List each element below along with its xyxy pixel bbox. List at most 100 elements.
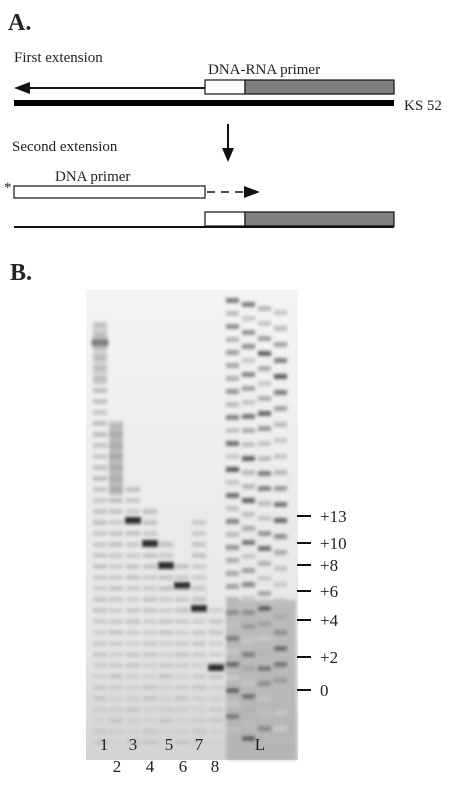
ladder-band [226,727,239,732]
gel-band [143,575,157,580]
ladder-band [258,351,271,356]
template-strand [14,100,394,106]
gel-band [109,575,123,580]
gel-band [192,685,206,690]
ladder-band [258,711,271,716]
gel-band [93,597,107,602]
gel-band [109,674,123,679]
gel-band [126,740,140,745]
gel-band [93,399,107,404]
gel-band [109,564,123,569]
gel-band [143,608,157,613]
ladder-band [258,666,271,671]
ladder-band [274,534,287,539]
gel-band [143,564,157,569]
caption: Second extension [12,139,118,155]
gel-band [159,553,173,558]
gel-band [175,564,189,569]
gel-band [159,696,173,701]
caption: DNA primer [55,169,130,185]
ladder-band [274,678,287,683]
ladder-band [242,736,255,741]
ladder-band [226,337,239,342]
gel-band [109,641,123,646]
ladder-band [274,710,287,715]
gel-band-strong [191,605,207,612]
ladder-band [258,696,271,701]
dna-primer-box [13,185,206,199]
ladder-band [226,688,239,693]
gel-band [93,696,107,701]
arrow-head [244,186,260,198]
ladder-band [242,596,255,601]
ladder-band [226,363,239,368]
gel [92,298,296,760]
marker-label: +6 [320,582,338,601]
gel-band [93,388,107,393]
ladder-band [258,501,271,506]
ladder-band [258,621,271,626]
gel-band [109,509,123,514]
caption: First extension [14,50,103,66]
ladder-band [242,554,255,559]
gel-band [175,663,189,668]
gel-band [175,608,189,613]
ladder-band [242,498,255,503]
dna-box [204,79,246,95]
ladder-band [226,454,239,459]
ladder-band [274,374,287,379]
lane-label: 2 [113,757,122,776]
gel-band [126,718,140,723]
gel-band [126,630,140,635]
ladder-band [258,381,271,386]
ladder-band [226,493,239,498]
ladder-band [242,358,255,363]
gel-band [143,586,157,591]
ladder-band [274,598,287,603]
gel-band [159,729,173,734]
gel-band [175,597,189,602]
ladder-band [226,441,239,446]
gel-band [126,729,140,734]
ladder-band [274,486,287,491]
ladder-band [226,376,239,381]
arrow-head [14,82,30,94]
gel-band [143,619,157,624]
ladder-band [242,372,255,377]
ladder-band [258,606,271,611]
gel-band [93,652,107,657]
ladder-band [242,442,255,447]
ladder-band [242,638,255,643]
ladder-band [226,623,239,628]
gel-band [159,740,173,745]
ladder-band [242,470,255,475]
ladder-band [274,694,287,699]
gel-band [109,586,123,591]
ladder-band [258,306,271,311]
ladder-band [274,470,287,475]
gel-band [143,531,157,536]
gel-smear [109,425,123,495]
ladder-band [226,545,239,550]
lane-label: 5 [165,735,174,754]
ladder-band [258,651,271,656]
gel-band [159,586,173,591]
ladder-band [242,414,255,419]
gel-band [209,707,223,712]
gel-band [209,608,223,613]
ladder-band [242,652,255,657]
lane-label: 6 [179,757,188,776]
gel-band [209,652,223,657]
ladder-band [274,662,287,667]
ladder-band [274,454,287,459]
ladder-band [258,441,271,446]
gel-band [192,542,206,547]
lane-label: 7 [195,735,204,754]
gel-band [209,696,223,701]
gel-band [93,454,107,459]
gel-band-strong [142,540,158,547]
lane-label: 4 [146,757,155,776]
gel-band [192,674,206,679]
gel-band [175,630,189,635]
gel-band [126,564,140,569]
